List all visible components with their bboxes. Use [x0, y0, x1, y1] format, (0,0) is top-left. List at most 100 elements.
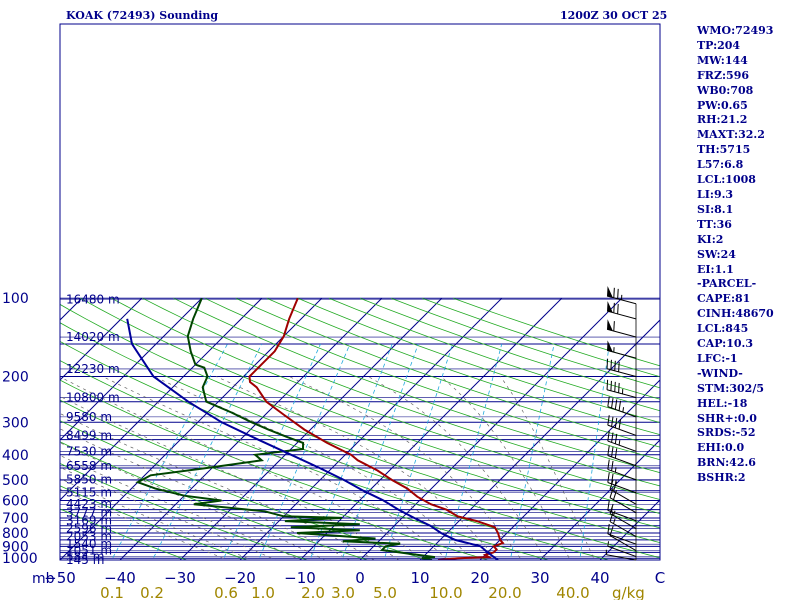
mixing-ratio-line [258, 343, 351, 560]
wind-barb [606, 340, 637, 359]
moist-adiabat [154, 376, 474, 560]
barb-half-flag [614, 467, 617, 473]
dry-adiabat [328, 297, 660, 412]
series-temperature [248, 297, 505, 560]
stat-item: CAP:10.3 [697, 337, 754, 351]
stat-item: WB0:708 [697, 83, 754, 97]
barb-pennant [607, 286, 613, 298]
dry-adiabat [60, 508, 188, 560]
barb-flag [618, 382, 620, 393]
barb-flag [611, 473, 614, 484]
wind-barb [607, 472, 637, 494]
stat-item: BSHR:2 [697, 471, 746, 485]
dry-adiabat [60, 322, 660, 544]
isotherm-line [60, 297, 263, 501]
barb-staff [609, 488, 637, 505]
barb-flag [614, 381, 616, 392]
barb-flag [607, 415, 610, 426]
dry-adiabat [80, 297, 660, 514]
stat-item: WMO:72493 [697, 24, 774, 37]
temp-tick-label: 30 [530, 569, 549, 587]
wind-barb [606, 286, 637, 305]
barb-flag [617, 288, 619, 299]
stat-item: RH:21.2 [697, 113, 748, 127]
height-label: 5850 m [66, 473, 112, 487]
y-axis-label: mb [32, 571, 55, 587]
wind-barb [606, 319, 637, 338]
barb-flag [607, 472, 610, 483]
stat-item: -PARCEL- [697, 277, 757, 291]
height-label: 1540 m [66, 537, 112, 551]
height-label: 5115 m [66, 486, 112, 500]
mixing-ratio-label: 20.0 [488, 584, 521, 600]
barb-flag [614, 417, 618, 428]
mixing-ratio-line [383, 343, 453, 560]
barb-flag [614, 399, 618, 410]
height-label: 12230 m [66, 362, 120, 376]
barb-staff [606, 554, 637, 561]
dry-adiabat [235, 297, 660, 448]
barb-staff [607, 424, 637, 436]
dry-adiabat [60, 303, 660, 529]
barb-flag [610, 380, 612, 391]
barb-half-flag [618, 440, 621, 446]
pressure-tick-label: 600 [2, 494, 29, 510]
barb-flag [607, 396, 610, 407]
barb-flag [613, 490, 618, 500]
height-label: 14020 m [66, 330, 120, 344]
height-label: 9580 m [66, 410, 112, 424]
wind-barb [606, 301, 637, 320]
barb-flag [614, 433, 618, 444]
height-label: 8499 m [66, 428, 112, 442]
barb-flag [607, 459, 610, 470]
barb-staff [609, 521, 637, 538]
stat-item: SI:8.1 [697, 202, 734, 216]
moist-adiabat [60, 376, 425, 560]
isotherm-line [359, 297, 623, 560]
barb-flag [609, 479, 614, 490]
mixing-ratio-label: 10.0 [429, 584, 462, 600]
chart-time: 1200Z 30 OCT 25 [560, 9, 668, 22]
barb-flag [613, 321, 615, 332]
height-label: 3777 m [66, 506, 112, 520]
barb-flag [607, 431, 610, 442]
barb-staff [609, 513, 637, 529]
stat-item: SW:24 [697, 247, 736, 261]
barb-flag [609, 525, 614, 536]
barb-staff [607, 533, 637, 545]
wind-barb [607, 523, 637, 545]
isotherm-line [599, 499, 660, 560]
barb-staff [606, 310, 637, 320]
barb-pennant [607, 301, 613, 313]
wind-barb [607, 500, 637, 522]
barb-staff [607, 545, 637, 557]
dry-adiabat [60, 399, 490, 560]
barb-flag [614, 360, 616, 371]
barb-staff [607, 468, 637, 481]
stat-item: BRN:42.6 [697, 456, 756, 470]
mixing-ratio-line [444, 343, 503, 560]
pressure-tick-label: 300 [2, 415, 29, 431]
barb-flag [606, 358, 609, 369]
isotherm-line [179, 297, 443, 560]
stat-item: PW:0.65 [697, 98, 748, 112]
mixing-ratio-label: 0.1 [100, 584, 124, 600]
moist-adiabat [60, 395, 400, 560]
barb-flag [618, 400, 622, 411]
stat-item: LFC:-1 [697, 351, 738, 365]
wind-barb [607, 396, 637, 418]
dry-adiabat [173, 297, 660, 474]
stat-item: CINH:48670 [697, 307, 774, 321]
stat-item: CAPE:81 [697, 292, 751, 306]
mixing-ratio-label: 1.0 [251, 584, 275, 600]
wind-barb [606, 358, 637, 377]
stat-item: EHI:0.0 [697, 441, 745, 455]
stat-item: TT:36 [697, 217, 732, 231]
moist-adiabat [60, 478, 253, 560]
wind-barb [609, 511, 637, 538]
barb-flag [611, 398, 614, 409]
height-label: 4423 m [66, 497, 112, 511]
temp-tick-label: −10 [284, 569, 316, 587]
dry-adiabat [297, 297, 660, 424]
barb-half-flag [614, 480, 617, 486]
